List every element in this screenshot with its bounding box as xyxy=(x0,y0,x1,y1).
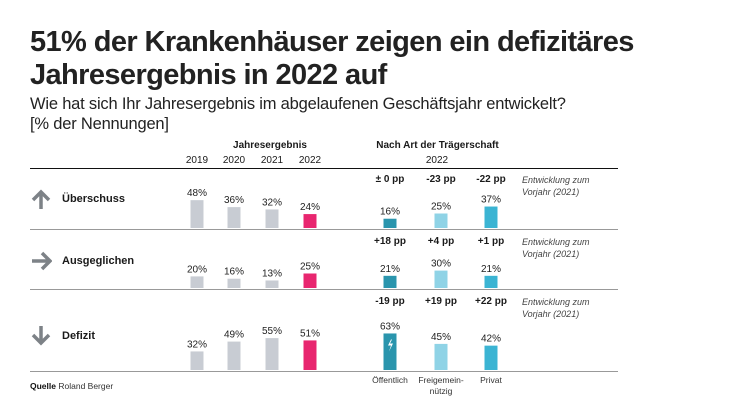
bar-defizit-traeger-0 xyxy=(383,333,397,370)
arrow-right-icon xyxy=(32,251,52,271)
header-year-2022: 2022 xyxy=(298,155,322,166)
bar-defizit-traeger-1-label: 45% xyxy=(431,332,451,343)
bar-defizit-traeger-2 xyxy=(484,345,498,370)
change-privat-defizit: +22 pp xyxy=(475,296,507,307)
bar-ausgeglichen-2020-label: 16% xyxy=(224,267,244,278)
header-jahresergebnis: Jahresergebnis xyxy=(233,140,307,151)
category-label-privat: Privat xyxy=(480,375,502,385)
note-line-1: Entwicklung zum xyxy=(522,175,590,185)
note-line-2: Vorjahr (2021) xyxy=(522,187,580,197)
bar-ueberschuss-2022-label: 24% xyxy=(300,202,320,213)
source-value: Roland Berger xyxy=(58,381,114,391)
bar-defizit-traeger-1 xyxy=(434,343,448,370)
bar-defizit-2022-label: 51% xyxy=(300,328,320,339)
note-line-1: Entwicklung zum xyxy=(522,237,590,247)
source-label: Quelle xyxy=(30,381,56,391)
header-year-2019: 2019 xyxy=(185,155,209,166)
note-line-2: Vorjahr (2021) xyxy=(522,249,580,259)
category-label-line: nützig xyxy=(429,386,453,396)
row-divider-3 xyxy=(30,371,618,372)
arrow-up-icon xyxy=(31,189,51,209)
change-freigemeinnuetzig-defizit: +19 pp xyxy=(425,296,457,307)
note-line-2: Vorjahr (2021) xyxy=(522,309,580,319)
category-label-line: Freigemein- xyxy=(418,375,464,385)
row-divider-2 xyxy=(30,289,618,290)
bar-ueberschuss-2019-label: 48% xyxy=(187,188,207,199)
bar-ausgeglichen-traeger-0-label: 21% xyxy=(380,264,400,275)
change-note-ausgeglichen: Entwicklung zum Vorjahr (2021) xyxy=(522,236,590,260)
bar-defizit-2020 xyxy=(227,341,241,370)
lightning-icon xyxy=(388,339,393,352)
bar-ueberschuss-2022 xyxy=(303,214,317,228)
row-divider-1 xyxy=(30,229,618,230)
header-traegerschaft-year: 2022 xyxy=(425,155,449,166)
bar-ueberschuss-traeger-0-label: 16% xyxy=(380,207,400,218)
bar-ueberschuss-traeger-2 xyxy=(484,206,498,228)
category-label-oeffentlich: Öffentlich xyxy=(372,375,408,385)
bar-ausgeglichen-2021-label: 13% xyxy=(262,268,282,279)
change-freigemeinnuetzig-ausgeglichen: +4 pp xyxy=(427,236,455,247)
bar-ausgeglichen-traeger-1-label: 30% xyxy=(431,259,451,270)
change-oeffentlich-defizit: -19 pp xyxy=(375,296,405,307)
change-privat-ausgeglichen: +1 pp xyxy=(477,236,505,247)
change-freigemeinnuetzig-ueberschuss: -23 pp xyxy=(426,174,456,185)
bar-defizit-2022 xyxy=(303,340,317,370)
bar-ueberschuss-traeger-2-label: 37% xyxy=(481,195,501,206)
bar-ueberschuss-2020-label: 36% xyxy=(224,195,244,206)
bar-ausgeglichen-traeger-0 xyxy=(383,275,397,288)
bar-ausgeglichen-2019 xyxy=(190,276,204,288)
bar-ueberschuss-2021-label: 32% xyxy=(262,197,282,208)
bar-ausgeglichen-2022-label: 25% xyxy=(300,262,320,273)
bar-defizit-2021 xyxy=(265,338,279,370)
subtitle-question: Wie hat sich Ihr Jahresergebnis im abgel… xyxy=(30,95,566,113)
note-line-1: Entwicklung zum xyxy=(522,297,590,307)
bar-ueberschuss-2019 xyxy=(190,200,204,228)
row-label-ausgeglichen: Ausgeglichen xyxy=(62,255,135,267)
category-label-freigemeinnuetzig: Freigemein- nützig xyxy=(411,375,471,397)
header-rule xyxy=(30,168,618,169)
bar-ausgeglichen-traeger-2-label: 21% xyxy=(481,264,501,275)
subtitle-unit: [% der Nennungen] xyxy=(30,115,169,133)
change-note-defizit: Entwicklung zum Vorjahr (2021) xyxy=(522,296,590,320)
bar-defizit-2021-label: 55% xyxy=(262,326,282,337)
bar-defizit-traeger-2-label: 42% xyxy=(481,334,501,345)
bar-ausgeglichen-traeger-2 xyxy=(484,275,498,288)
header-traegerschaft: Nach Art der Trägerschaft xyxy=(376,140,499,151)
row-label-defizit: Defizit xyxy=(62,330,95,342)
bar-ueberschuss-2021 xyxy=(265,209,279,228)
chart-subtitle: Wie hat sich Ihr Jahresergebnis im abgel… xyxy=(30,94,730,134)
source-note: Quelle Roland Berger xyxy=(30,381,113,391)
bar-ueberschuss-2020 xyxy=(227,207,241,228)
change-privat-ueberschuss: -22 pp xyxy=(476,174,506,185)
bar-defizit-2019 xyxy=(190,351,204,370)
header-year-2020: 2020 xyxy=(222,155,246,166)
bar-ausgeglichen-traeger-1 xyxy=(434,270,448,288)
bar-defizit-2019-label: 32% xyxy=(187,339,207,350)
arrow-down-icon xyxy=(31,326,51,346)
bar-ausgeglichen-2019-label: 20% xyxy=(187,264,207,275)
bar-ueberschuss-traeger-1 xyxy=(434,213,448,228)
bar-defizit-traeger-0-label: 63% xyxy=(380,321,400,332)
bar-ausgeglichen-2020 xyxy=(227,278,241,288)
change-oeffentlich-ausgeglichen: +18 pp xyxy=(374,236,406,247)
header-year-2021: 2021 xyxy=(260,155,284,166)
change-oeffentlich-ueberschuss: ± 0 pp xyxy=(375,174,405,185)
bar-ueberschuss-traeger-0 xyxy=(383,218,397,228)
chart-title: 51% der Krankenhäuser zeigen ein defizit… xyxy=(30,26,634,91)
bar-ueberschuss-traeger-1-label: 25% xyxy=(431,202,451,213)
change-note-ueberschuss: Entwicklung zum Vorjahr (2021) xyxy=(522,174,590,198)
row-label-ueberschuss: Überschuss xyxy=(62,193,125,205)
bar-ausgeglichen-2021 xyxy=(265,280,279,288)
bar-defizit-2020-label: 49% xyxy=(224,330,244,341)
bar-ausgeglichen-2022 xyxy=(303,273,317,288)
